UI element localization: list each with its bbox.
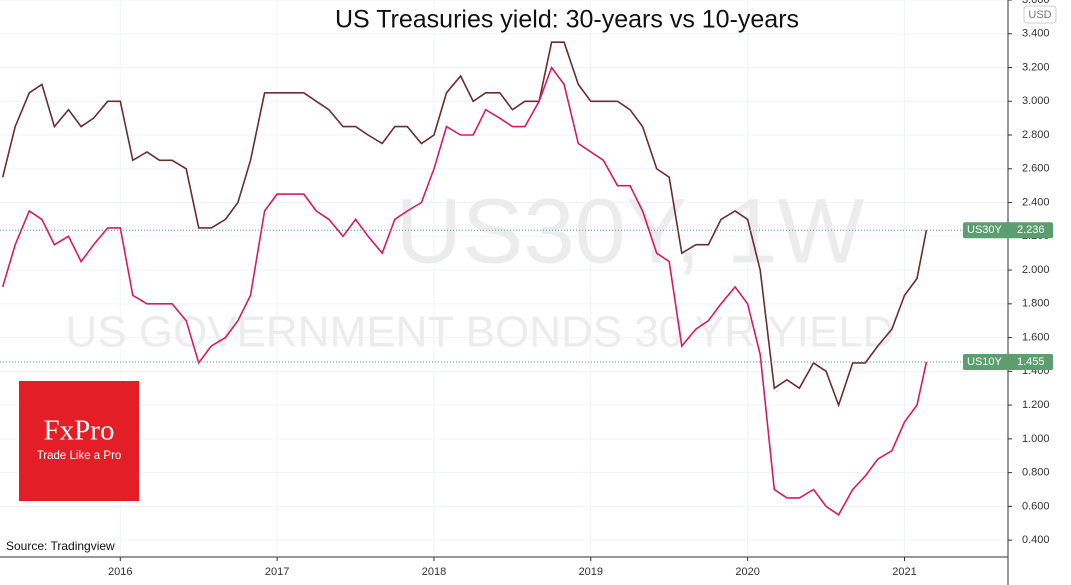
- y-tick-label: 1.800: [1022, 298, 1050, 310]
- legend-label: US30Y: [967, 224, 1003, 236]
- price-tag: [963, 354, 1053, 371]
- watermark-symbol: US30Y, 1W: [396, 180, 865, 282]
- x-tick-label: 2021: [892, 566, 916, 578]
- legend-label: US10Y: [967, 356, 1003, 368]
- series-line: [1, 41, 928, 408]
- logo-brand: FxPro: [44, 415, 115, 447]
- y-tick-label: 0.800: [1022, 467, 1050, 479]
- currency: USD: [1028, 9, 1051, 21]
- axes: 0.4000.6000.8001.0001.2001.4001.6001.800…: [108, 0, 1053, 578]
- logo-tagline: Trade Like a Pro: [37, 450, 122, 462]
- y-tick-label: 1.600: [1022, 331, 1050, 343]
- y-tick-label: 2.400: [1022, 196, 1050, 208]
- y-tick-label: 1.000: [1022, 433, 1050, 445]
- x-tick-label: 2017: [265, 566, 289, 578]
- y-tick-label: 3.000: [1022, 95, 1050, 107]
- logo-box: [19, 381, 139, 501]
- source: Source: Tradingview: [6, 539, 115, 553]
- price-tag: [963, 222, 1053, 239]
- x-tick-label: 2016: [108, 566, 132, 578]
- x-tick-label: 2018: [422, 566, 446, 578]
- y-tick-label: 0.400: [1022, 534, 1050, 546]
- y-tick-label: 2.800: [1022, 129, 1050, 141]
- y-tick-label: 0.600: [1022, 500, 1050, 512]
- grid: [0, 0, 1008, 557]
- y-tick-label: 2.600: [1022, 163, 1050, 175]
- data-label: 2.236: [1017, 224, 1045, 236]
- y-tick-label: 1.200: [1022, 399, 1050, 411]
- y-tick-label: 3.400: [1022, 28, 1050, 40]
- series-line: [1, 65, 928, 516]
- x-tick-label: 2020: [735, 566, 759, 578]
- chart-title: US Treasuries yield: 30-years vs 10-year…: [335, 6, 799, 34]
- currency-box: [1023, 5, 1057, 24]
- x-tick-label: 2019: [579, 566, 603, 578]
- y-tick-label: 2.000: [1022, 264, 1050, 276]
- data-label: 1.455: [1017, 356, 1045, 368]
- y-tick-label: 3.600: [1022, 0, 1050, 6]
- y-tick-label: 3.200: [1022, 61, 1050, 73]
- watermark-description: US GOVERNMENT BONDS 30 YR YIELD: [66, 308, 895, 357]
- plot: [0, 41, 1008, 516]
